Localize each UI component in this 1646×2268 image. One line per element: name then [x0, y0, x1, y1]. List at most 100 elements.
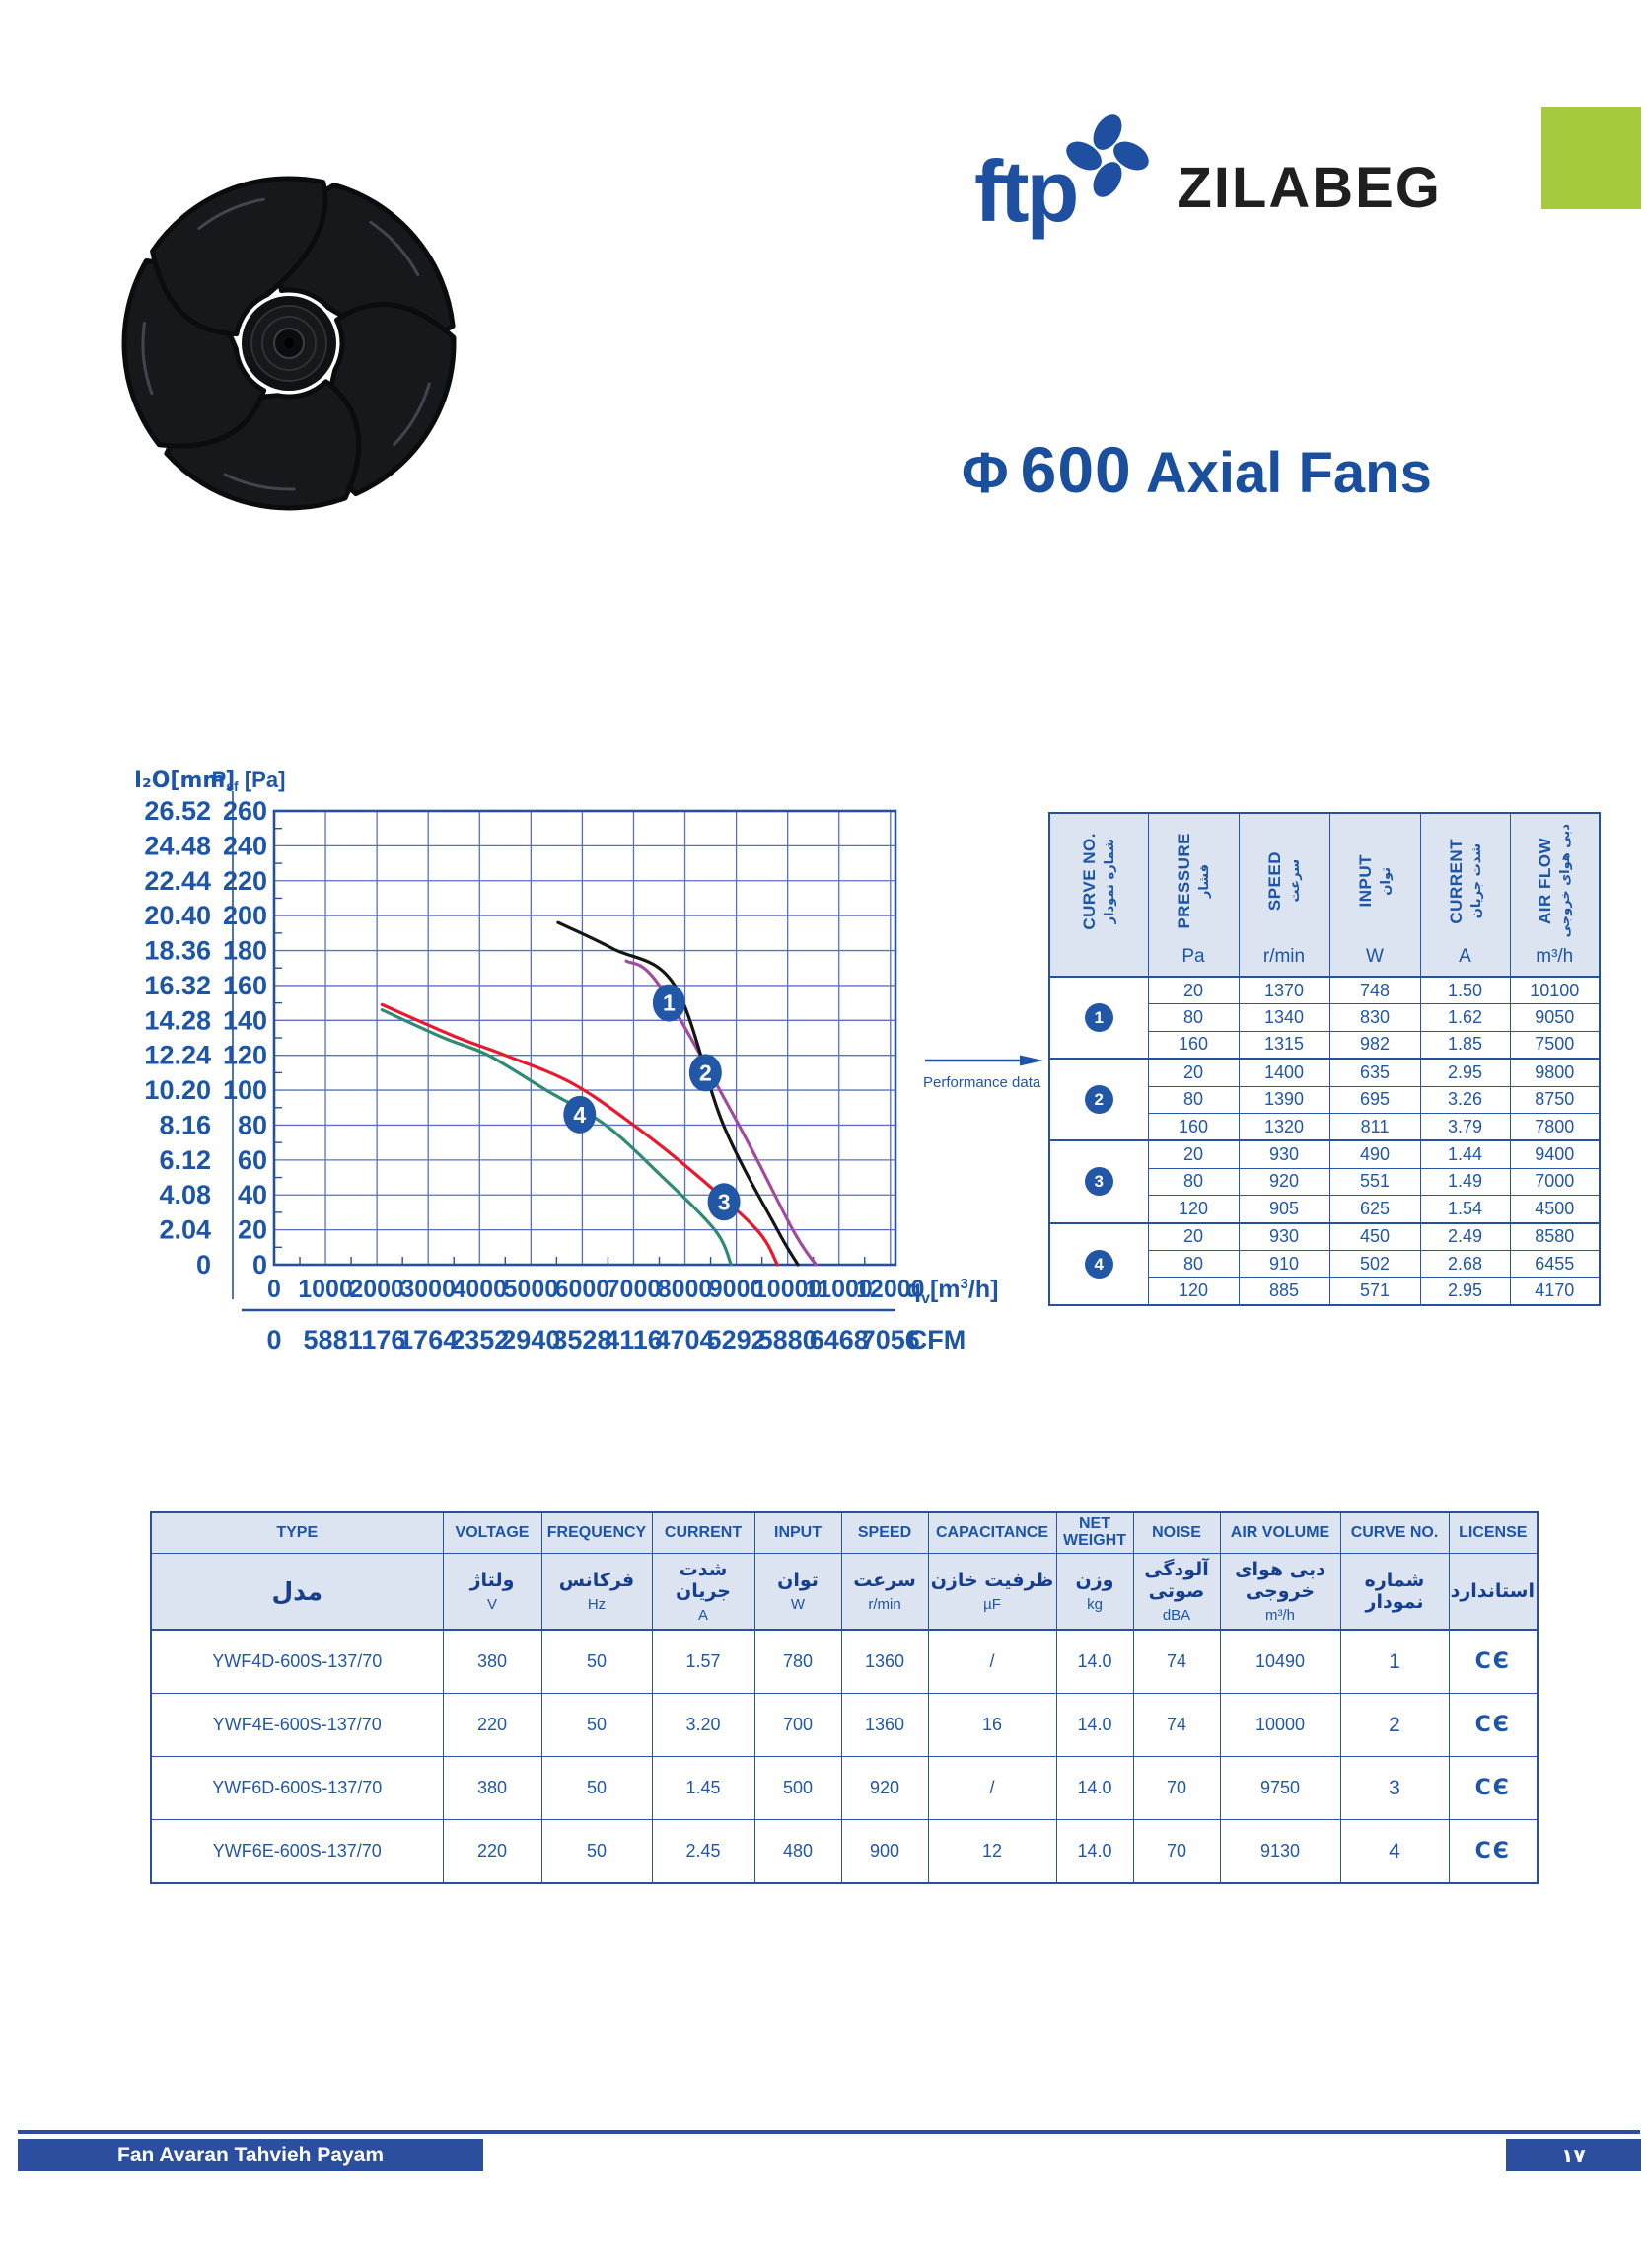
fan-image: [84, 146, 498, 550]
svg-text:22.44: 22.44: [144, 866, 211, 896]
brand-name: ZILABEG: [1177, 156, 1442, 220]
perf-row: 80 910 502 2.68 6455: [1049, 1249, 1601, 1279]
spec-cell: 920: [840, 1756, 929, 1820]
perf-cell: 635: [1328, 1058, 1421, 1087]
perf-col-speed: SPEED سرعت r/min: [1238, 812, 1330, 978]
perf-col-air-flow: AIR FLOW دبی هوای خروجی m³/h: [1509, 812, 1601, 978]
brand-green-square: [1541, 107, 1641, 209]
spec-col-air-volume: AIR VOLUME: [1219, 1511, 1341, 1554]
spec-cell: 500: [753, 1756, 842, 1820]
svg-text:24.48: 24.48: [144, 831, 211, 860]
spec-cell: 14.0: [1055, 1819, 1134, 1884]
perf-cell: 1315: [1238, 1030, 1330, 1060]
spec-cell: 2: [1339, 1693, 1450, 1757]
svg-text:588: 588: [304, 1325, 348, 1354]
svg-text:20.40: 20.40: [144, 901, 211, 930]
perf-col-label-en: PRESSURE: [1175, 833, 1193, 929]
spec-row: YWF4D-600S-137/70 380 50 1.57 780 1360/14.0 74…: [150, 1629, 1539, 1694]
page-title: Φ 600 Axial Fans: [962, 432, 1432, 507]
curve-badge-1: 1: [652, 984, 685, 1022]
perf-row: 80 1340 830 1.62 9050: [1049, 1003, 1601, 1032]
svg-text:qv[m3/h]: qv[m3/h]: [906, 1276, 999, 1307]
svg-text:3: 3: [718, 1189, 731, 1214]
svg-text:4000: 4000: [452, 1276, 507, 1303]
perf-cell: 160: [1147, 1030, 1240, 1060]
spec-cell: 780: [753, 1629, 842, 1694]
performance-data-label: Performance data: [923, 1074, 1041, 1091]
spec-cell: 900: [840, 1819, 929, 1884]
spec-col-license: LICENSE: [1448, 1511, 1539, 1554]
footer-divider: [18, 2130, 1640, 2134]
perf-cell: 625: [1328, 1195, 1421, 1224]
svg-text:6468: 6468: [810, 1325, 869, 1354]
perf-cell: 7800: [1509, 1112, 1601, 1141]
perf-cell: 830: [1328, 1003, 1421, 1032]
spec-cell: 220: [442, 1819, 542, 1884]
spec-col-unit: A: [697, 1607, 708, 1624]
perf-cell: 2.68: [1419, 1249, 1511, 1279]
perf-cell: 748: [1328, 976, 1421, 1005]
curve-badge-4: 4: [563, 1095, 597, 1134]
perf-col-label-en: AIR FLOW: [1536, 837, 1555, 925]
svg-text:CFM: CFM: [908, 1325, 966, 1354]
spec-col-label-fa: وزن: [1075, 1570, 1114, 1591]
spec-col-label-fa: شماره نمودار: [1364, 1570, 1425, 1613]
svg-text:26.52: 26.52: [144, 796, 211, 826]
spec-col-current: CURRENT: [651, 1511, 755, 1554]
spec-row: YWF4E-600S-137/70 220 50 3.20 700 1360 16 14.0 7…: [150, 1693, 1539, 1757]
curve-number-badge: 2: [1084, 1085, 1113, 1115]
perf-col-input: INPUT توان W: [1328, 812, 1421, 978]
perf-cell: 1390: [1238, 1085, 1330, 1114]
title-text: Axial Fans: [1145, 441, 1432, 505]
spec-col-label-fa: دبی هوای خروجی: [1235, 1559, 1325, 1602]
spec-cell: 50: [540, 1756, 653, 1820]
perf-cell: 4170: [1509, 1277, 1601, 1306]
svg-text:4116: 4116: [605, 1325, 663, 1354]
footer-company: Fan Avaran Tahvieh Payam: [18, 2139, 483, 2171]
perf-curve-cell: 1: [1048, 975, 1149, 1060]
perf-cell: 1.85: [1419, 1030, 1511, 1060]
perf-cell: 551: [1328, 1167, 1421, 1197]
curve-badge-3: 3: [707, 1183, 741, 1221]
spec-col-noise: NOISE: [1132, 1511, 1221, 1554]
svg-text:8.16: 8.16: [159, 1110, 211, 1139]
svg-text:9000: 9000: [709, 1276, 764, 1303]
performance-data-annotation: Performance data: [923, 1054, 1045, 1091]
spec-cell: 14.0: [1055, 1629, 1134, 1694]
spec-col-fa-voltage: ولتاژ V: [442, 1553, 542, 1631]
footer-company-label: Fan Avaran Tahvieh Payam: [117, 2143, 384, 2166]
spec-col-unit: W: [790, 1596, 806, 1613]
spec-cell: 3: [1339, 1756, 1450, 1820]
perf-col-unit: A: [1459, 946, 1471, 967]
spec-col-fa-noise: آلودگی صوتی dBA: [1132, 1553, 1221, 1631]
spec-col-label-fa: ولتاژ: [469, 1570, 515, 1591]
spec-col-label-fa: استاندارد: [1450, 1580, 1535, 1602]
svg-text:7056: 7056: [861, 1325, 920, 1354]
spec-col-unit: µF: [983, 1596, 1001, 1613]
perf-cell: 1370: [1238, 976, 1330, 1005]
perf-row: 160 1320 811 3.79 7800: [1049, 1112, 1601, 1141]
perf-col-label-fa: شدت جریان: [1468, 842, 1484, 919]
performance-data-table: CURVE NO. شماره نمودار PRESSURE فشار Pa SPEE…: [1048, 812, 1601, 1306]
spec-col-label-fa: توان: [777, 1570, 819, 1591]
perf-cell: 930: [1238, 1221, 1330, 1251]
spec-col-capacitance: CAPACITANCE: [927, 1511, 1057, 1554]
perf-cell: 2.95: [1419, 1277, 1511, 1306]
svg-text:14.28: 14.28: [144, 1005, 211, 1035]
perf-col-label-en: INPUT: [1356, 854, 1375, 908]
svg-text:260: 260: [223, 796, 267, 826]
svg-text:1000: 1000: [298, 1276, 353, 1303]
svg-text:240: 240: [223, 831, 267, 860]
spec-cell: 9750: [1219, 1756, 1341, 1820]
perf-cell: 1.50: [1419, 976, 1511, 1005]
spec-col-unit: dBA: [1162, 1607, 1191, 1624]
perf-row: 160 1315 982 1.85 7500: [1049, 1030, 1601, 1060]
perf-cell: 1320: [1238, 1112, 1330, 1141]
perf-row: 120 885 571 2.95 4170: [1049, 1277, 1601, 1306]
perf-col-label-en: CURRENT: [1446, 838, 1466, 924]
curve-number-badge: 4: [1084, 1249, 1113, 1279]
svg-text:4.08: 4.08: [159, 1180, 211, 1209]
svg-text:2: 2: [699, 1060, 712, 1085]
ce-mark: CЄ: [1448, 1819, 1539, 1884]
